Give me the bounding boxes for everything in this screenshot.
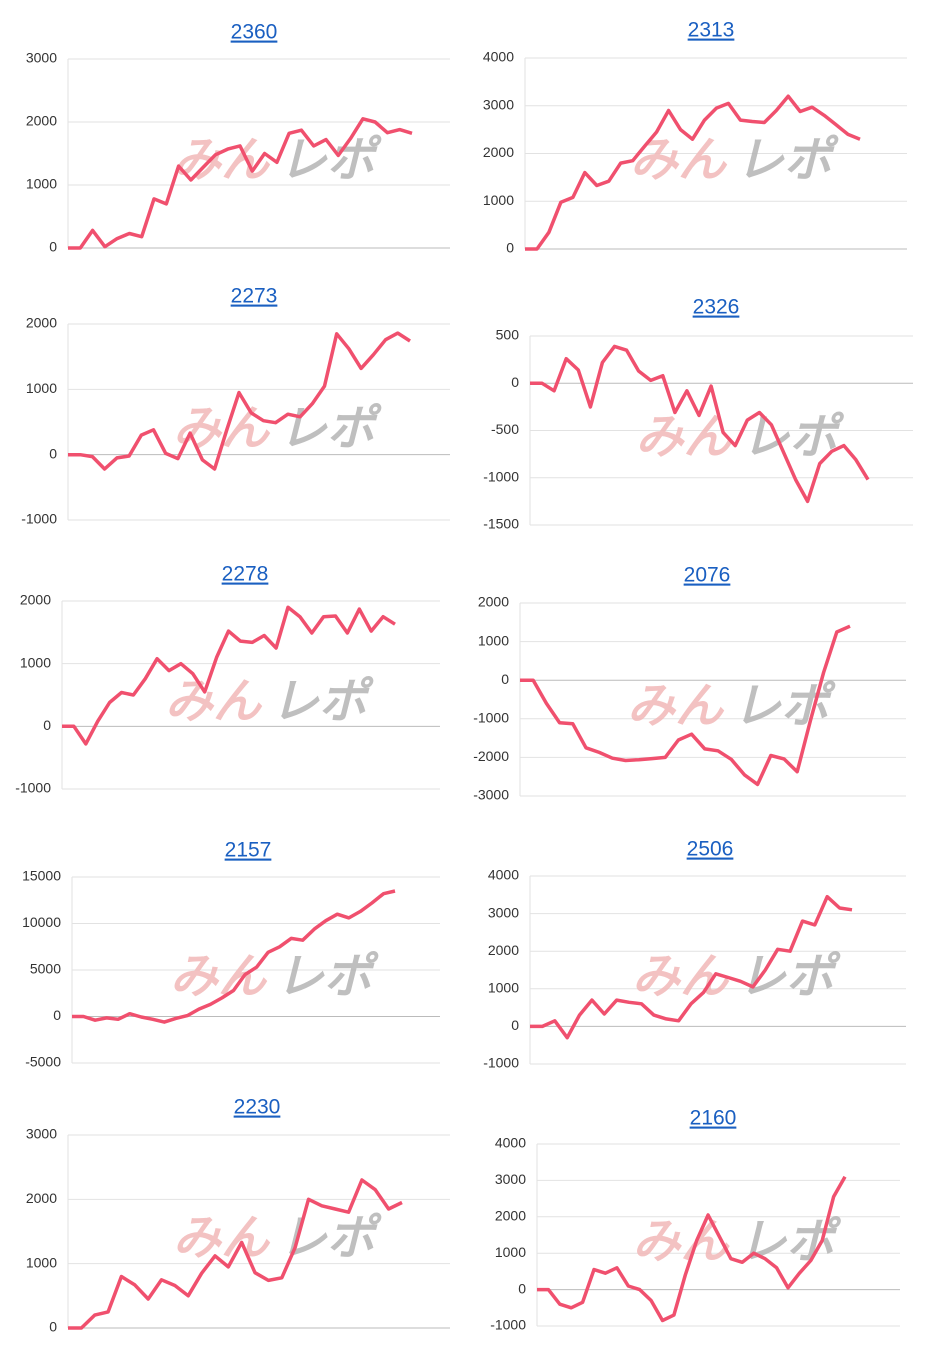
chart-title[interactable]: 2076 [684, 564, 731, 587]
data-line [525, 94, 861, 251]
y-tick-label: 0 [511, 374, 519, 390]
y-tick-label: 1000 [26, 1254, 57, 1270]
chart-title[interactable]: 2360 [231, 21, 278, 44]
y-tick-label: -1500 [483, 516, 519, 532]
data-line [537, 1175, 847, 1323]
data-line [62, 605, 396, 746]
chart-title[interactable]: 2326 [693, 296, 740, 319]
data-line [530, 894, 853, 1040]
data-line [520, 624, 851, 787]
watermark: レポ [738, 951, 841, 1004]
y-tick-label: 2000 [488, 942, 519, 958]
chart: -5000 0 5000 10000 15000 みん レポ 2157 [22, 839, 440, 1070]
y-tick-label: 0 [43, 717, 51, 733]
watermark: みん [630, 134, 728, 187]
y-tick-label: -5000 [25, 1054, 61, 1070]
y-tick-label: 3000 [495, 1171, 526, 1187]
y-tick-label: 10000 [22, 914, 61, 930]
watermark: レポ [279, 403, 382, 456]
y-tick-label: 3000 [26, 50, 57, 66]
chart-title[interactable]: 2278 [222, 563, 269, 586]
y-tick-label: -1000 [473, 710, 509, 726]
watermark: レポ [271, 676, 374, 729]
watermark: レポ [279, 134, 382, 187]
y-tick-label: 5000 [30, 961, 61, 977]
watermark: レポ [279, 1212, 382, 1265]
y-tick-label: 0 [49, 239, 57, 255]
y-tick-label: 4000 [495, 1135, 526, 1151]
y-tick-label: 2000 [20, 592, 51, 608]
y-tick-label: -1000 [15, 780, 51, 796]
chart: 0 1000 2000 3000 みん レポ 2360 [26, 21, 450, 255]
chart-title[interactable]: 2506 [687, 838, 734, 861]
y-tick-label: 3000 [483, 96, 514, 112]
y-tick-label: 2000 [26, 1190, 57, 1206]
y-tick-label: 0 [511, 1017, 519, 1033]
y-tick-label: 15000 [22, 868, 61, 884]
y-tick-label: -500 [491, 421, 519, 437]
y-tick-label: 0 [49, 445, 57, 461]
y-tick-label: 0 [53, 1007, 61, 1023]
y-tick-label: -1000 [483, 1055, 519, 1071]
watermark: みん [170, 951, 268, 1004]
y-tick-label: 1000 [495, 1244, 526, 1260]
watermark: みん [632, 1216, 730, 1269]
data-line [68, 331, 411, 471]
watermark: レポ [276, 951, 379, 1004]
y-tick-label: 2000 [495, 1208, 526, 1224]
y-tick-label: -1000 [490, 1317, 526, 1333]
data-line [530, 344, 870, 504]
y-tick-label: 0 [518, 1280, 526, 1296]
y-tick-label: 2000 [26, 113, 57, 129]
y-tick-label: 500 [496, 327, 520, 343]
y-tick-label: 1000 [483, 192, 514, 208]
y-tick-label: 0 [501, 671, 509, 687]
watermark: みん [635, 411, 733, 464]
y-tick-label: 3000 [488, 904, 519, 920]
data-line [68, 1178, 403, 1330]
y-tick-label: -1000 [483, 468, 519, 484]
y-tick-label: 1000 [478, 632, 509, 648]
watermark: みん [173, 134, 271, 187]
chart: 0 1000 2000 3000 4000 みん レポ 2313 [483, 19, 907, 256]
watermark: みん [165, 676, 263, 729]
y-tick-label: 1000 [488, 980, 519, 996]
chart: 0 1000 2000 3000 みん レポ 2230 [26, 1096, 450, 1335]
y-tick-label: 1000 [26, 380, 57, 396]
data-line [68, 117, 413, 250]
y-tick-label: 4000 [483, 49, 514, 65]
watermark: みん [627, 680, 725, 733]
data-line [72, 889, 396, 1024]
y-tick-label: 4000 [488, 867, 519, 883]
chart-title[interactable]: 2157 [225, 839, 272, 862]
y-tick-label: -2000 [473, 748, 509, 764]
y-tick-label: 0 [49, 1319, 57, 1335]
y-tick-label: -1000 [21, 511, 57, 527]
chart-title[interactable]: 2273 [231, 285, 278, 308]
chart: -1000 0 1000 2000 みん レポ 2278 [15, 563, 440, 796]
chart-title[interactable]: 2313 [688, 19, 735, 42]
y-tick-label: 2000 [483, 144, 514, 160]
chart: -1000 0 1000 2000 3000 4000 みん レポ 2160 [490, 1107, 900, 1333]
y-tick-label: 2000 [26, 315, 57, 331]
chart-title[interactable]: 2160 [690, 1107, 737, 1130]
watermark: レポ [739, 1216, 842, 1269]
watermark: みん [173, 1212, 271, 1265]
y-tick-label: -3000 [473, 787, 509, 803]
y-tick-label: 1000 [20, 654, 51, 670]
y-tick-label: 1000 [26, 176, 57, 192]
watermark: レポ [736, 134, 839, 187]
chart-title[interactable]: 2230 [234, 1096, 281, 1119]
y-tick-label: 3000 [26, 1126, 57, 1142]
y-tick-label: 2000 [478, 594, 509, 610]
y-tick-label: 0 [506, 240, 514, 256]
